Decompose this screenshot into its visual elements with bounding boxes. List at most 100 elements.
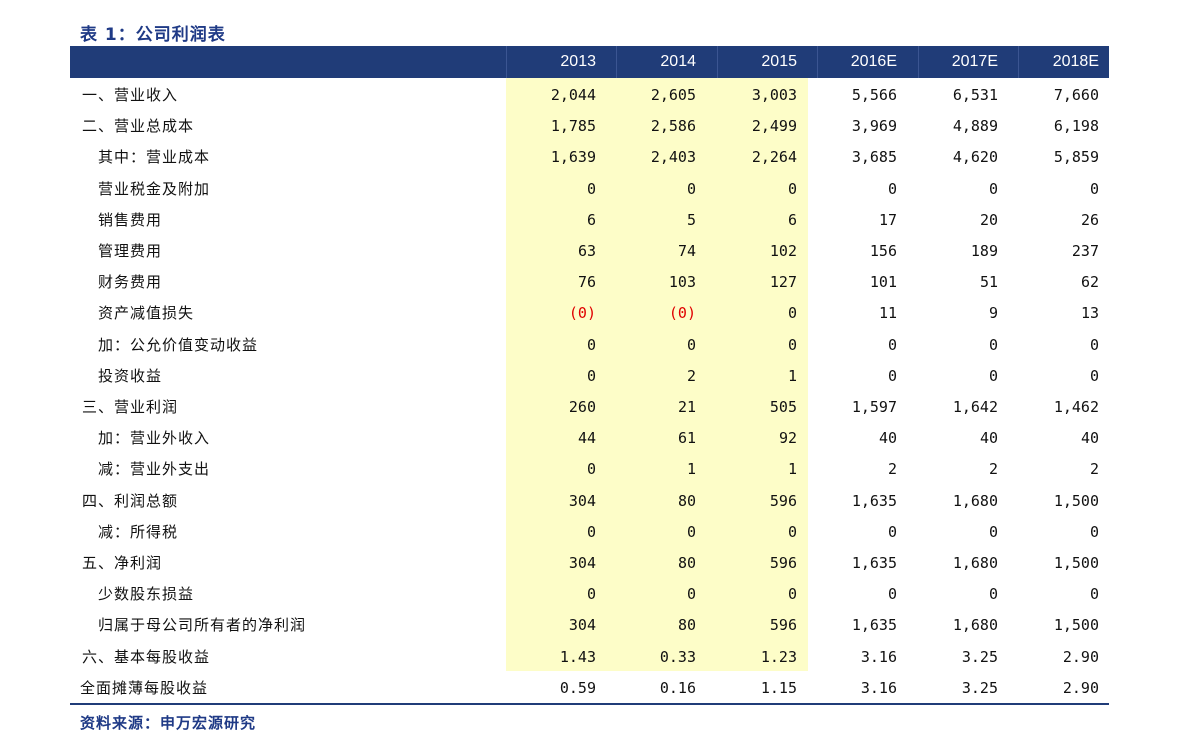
row-label: 四、利润总额	[82, 491, 179, 510]
cell-2018e: 1,500	[1053, 616, 1099, 635]
cell-2018e: 0	[1089, 366, 1099, 385]
table-row: 全面摊薄每股收益 0.59 0.16 1.15 3.16 3.25 2.90	[70, 673, 1109, 704]
cell-2013: 0	[586, 522, 596, 541]
cell-2014: 2,605	[650, 86, 696, 104]
cell-2014: 5	[686, 210, 696, 229]
cell-2015: 0	[787, 304, 797, 323]
cell-2017e: 40	[979, 429, 998, 448]
table-row: 加：公允价值变动收益 0 0 0 0 0 0	[70, 330, 1109, 361]
cell-2018e: 0	[1089, 522, 1099, 541]
column-header-2014: 2014	[660, 53, 696, 70]
table-row: 三、营业利润 260 21 505 1,597 1,642 1,462	[70, 392, 1109, 423]
table-row: 管理费用 63 74 102 156 189 237	[70, 236, 1109, 267]
cell-2014: 2,586	[650, 117, 696, 136]
cell-2015: 596	[769, 616, 797, 635]
cell-2013: 0	[586, 179, 596, 198]
cell-2015: 102	[769, 242, 797, 260]
cell-2017e: 20	[979, 210, 998, 229]
cell-2013: 76	[577, 273, 596, 292]
cell-2017e: 51	[979, 273, 998, 292]
table-row: 营业税金及附加 0 0 0 0 0 0	[70, 174, 1109, 205]
cell-2014: 80	[677, 554, 696, 572]
table-header: 2013 2014 2015 2016E 2017E 2018E	[70, 46, 1109, 78]
cell-2015: 0	[787, 179, 797, 198]
column-header-2016e: 2016E	[850, 53, 897, 70]
cell-2013: 1,785	[550, 117, 596, 136]
cell-2013: 304	[568, 554, 596, 572]
cell-2018e: 0	[1089, 335, 1099, 354]
row-label: 其中：营业成本	[98, 148, 211, 167]
cell-2016e: 0	[887, 179, 897, 198]
cell-2014: 2,403	[650, 148, 696, 167]
cell-2016e: 156	[869, 242, 897, 260]
cell-2014: 2	[686, 366, 696, 385]
cell-2015: 127	[769, 273, 797, 292]
cell-2016e: 3,685	[851, 148, 897, 167]
cell-2014: 0	[686, 585, 696, 604]
cell-2016e: 1,635	[851, 491, 897, 510]
cell-2014: 21	[677, 398, 696, 416]
cell-2017e: 2	[988, 460, 998, 479]
table-title: 表 1：公司利润表	[80, 25, 226, 45]
column-header-2018e: 2018E	[1052, 53, 1099, 70]
table-row: 六、基本每股收益 1.43 0.33 1.23 3.16 3.25 2.90	[70, 642, 1109, 673]
table-row: 减：营业外支出 0 1 1 2 2 2	[70, 454, 1109, 485]
header-separator	[717, 46, 718, 78]
cell-2017e: 9	[988, 304, 998, 323]
cell-2018e: 2.90	[1062, 647, 1099, 666]
cell-2016e: 101	[869, 273, 897, 292]
cell-2016e: 0	[887, 522, 897, 541]
header-separator	[817, 46, 818, 78]
cell-2017e: 1,680	[952, 554, 998, 572]
cell-2014: (0)	[668, 304, 696, 323]
row-label: 一、营业收入	[82, 86, 179, 104]
cell-2015: 596	[769, 491, 797, 510]
table-bottom-rule	[70, 703, 1109, 705]
row-label: 六、基本每股收益	[82, 647, 211, 666]
cell-2015: 2,499	[751, 117, 797, 136]
cell-2016e: 1,635	[851, 616, 897, 635]
row-label: 投资收益	[98, 366, 163, 385]
row-label: 资产减值损失	[98, 304, 195, 323]
cell-2017e: 3.25	[961, 647, 998, 666]
cell-2015: 1.23	[760, 647, 797, 666]
cell-2015: 3,003	[751, 86, 797, 104]
table-row: 四、利润总额 304 80 596 1,635 1,680 1,500	[70, 486, 1109, 517]
cell-2018e: 26	[1080, 210, 1099, 229]
cell-2016e: 5,566	[851, 86, 897, 104]
cell-2015: 505	[769, 398, 797, 416]
cell-2014: 0	[686, 522, 696, 541]
cell-2014: 61	[677, 429, 696, 448]
cell-2018e: 13	[1080, 304, 1099, 323]
cell-2018e: 0	[1089, 585, 1099, 604]
cell-2015: 2,264	[751, 148, 797, 167]
cell-2014: 1	[686, 460, 696, 479]
row-label: 管理费用	[98, 242, 163, 260]
cell-2013: 0	[586, 366, 596, 385]
cell-2018e: 2	[1089, 460, 1099, 479]
row-label: 加：营业外收入	[98, 429, 211, 448]
cell-2015: 0	[787, 335, 797, 354]
table-row: 销售费用 6 5 6 17 20 26	[70, 205, 1109, 236]
header-separator	[506, 46, 507, 78]
row-label: 归属于母公司所有者的净利润	[98, 616, 307, 635]
cell-2018e: 1,500	[1053, 491, 1099, 510]
table-row: 一、营业收入 2,044 2,605 3,003 5,566 6,531 7,660	[70, 80, 1109, 111]
cell-2016e: 11	[878, 304, 897, 323]
cell-2013: 63	[577, 242, 596, 260]
row-label: 加：公允价值变动收益	[98, 335, 259, 354]
cell-2013: 304	[568, 491, 596, 510]
column-header-2015: 2015	[761, 53, 797, 70]
cell-2017e: 1,680	[952, 491, 998, 510]
cell-2015: 1	[787, 460, 797, 479]
cell-2013: (0)	[568, 304, 596, 323]
table-row: 财务费用 76 103 127 101 51 62	[70, 267, 1109, 298]
header-separator	[616, 46, 617, 78]
column-header-2017e: 2017E	[951, 53, 998, 70]
row-label: 三、营业利润	[82, 398, 179, 416]
cell-2014: 0.16	[659, 678, 696, 697]
row-label: 营业税金及附加	[98, 179, 211, 198]
cell-2018e: 1,462	[1053, 398, 1099, 416]
cell-2018e: 1,500	[1053, 554, 1099, 572]
cell-2017e: 6,531	[952, 86, 998, 104]
